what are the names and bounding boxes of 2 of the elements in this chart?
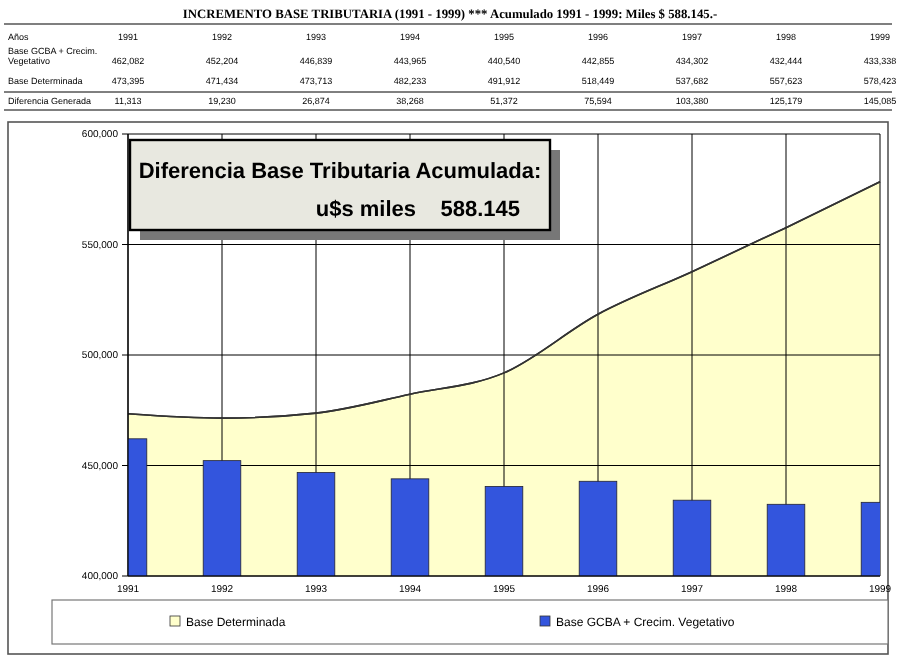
annotation: Diferencia Base Tributaria Acumulada: <box>138 160 542 184</box>
annotation: u$s miles 588.145 <box>315 198 520 222</box>
